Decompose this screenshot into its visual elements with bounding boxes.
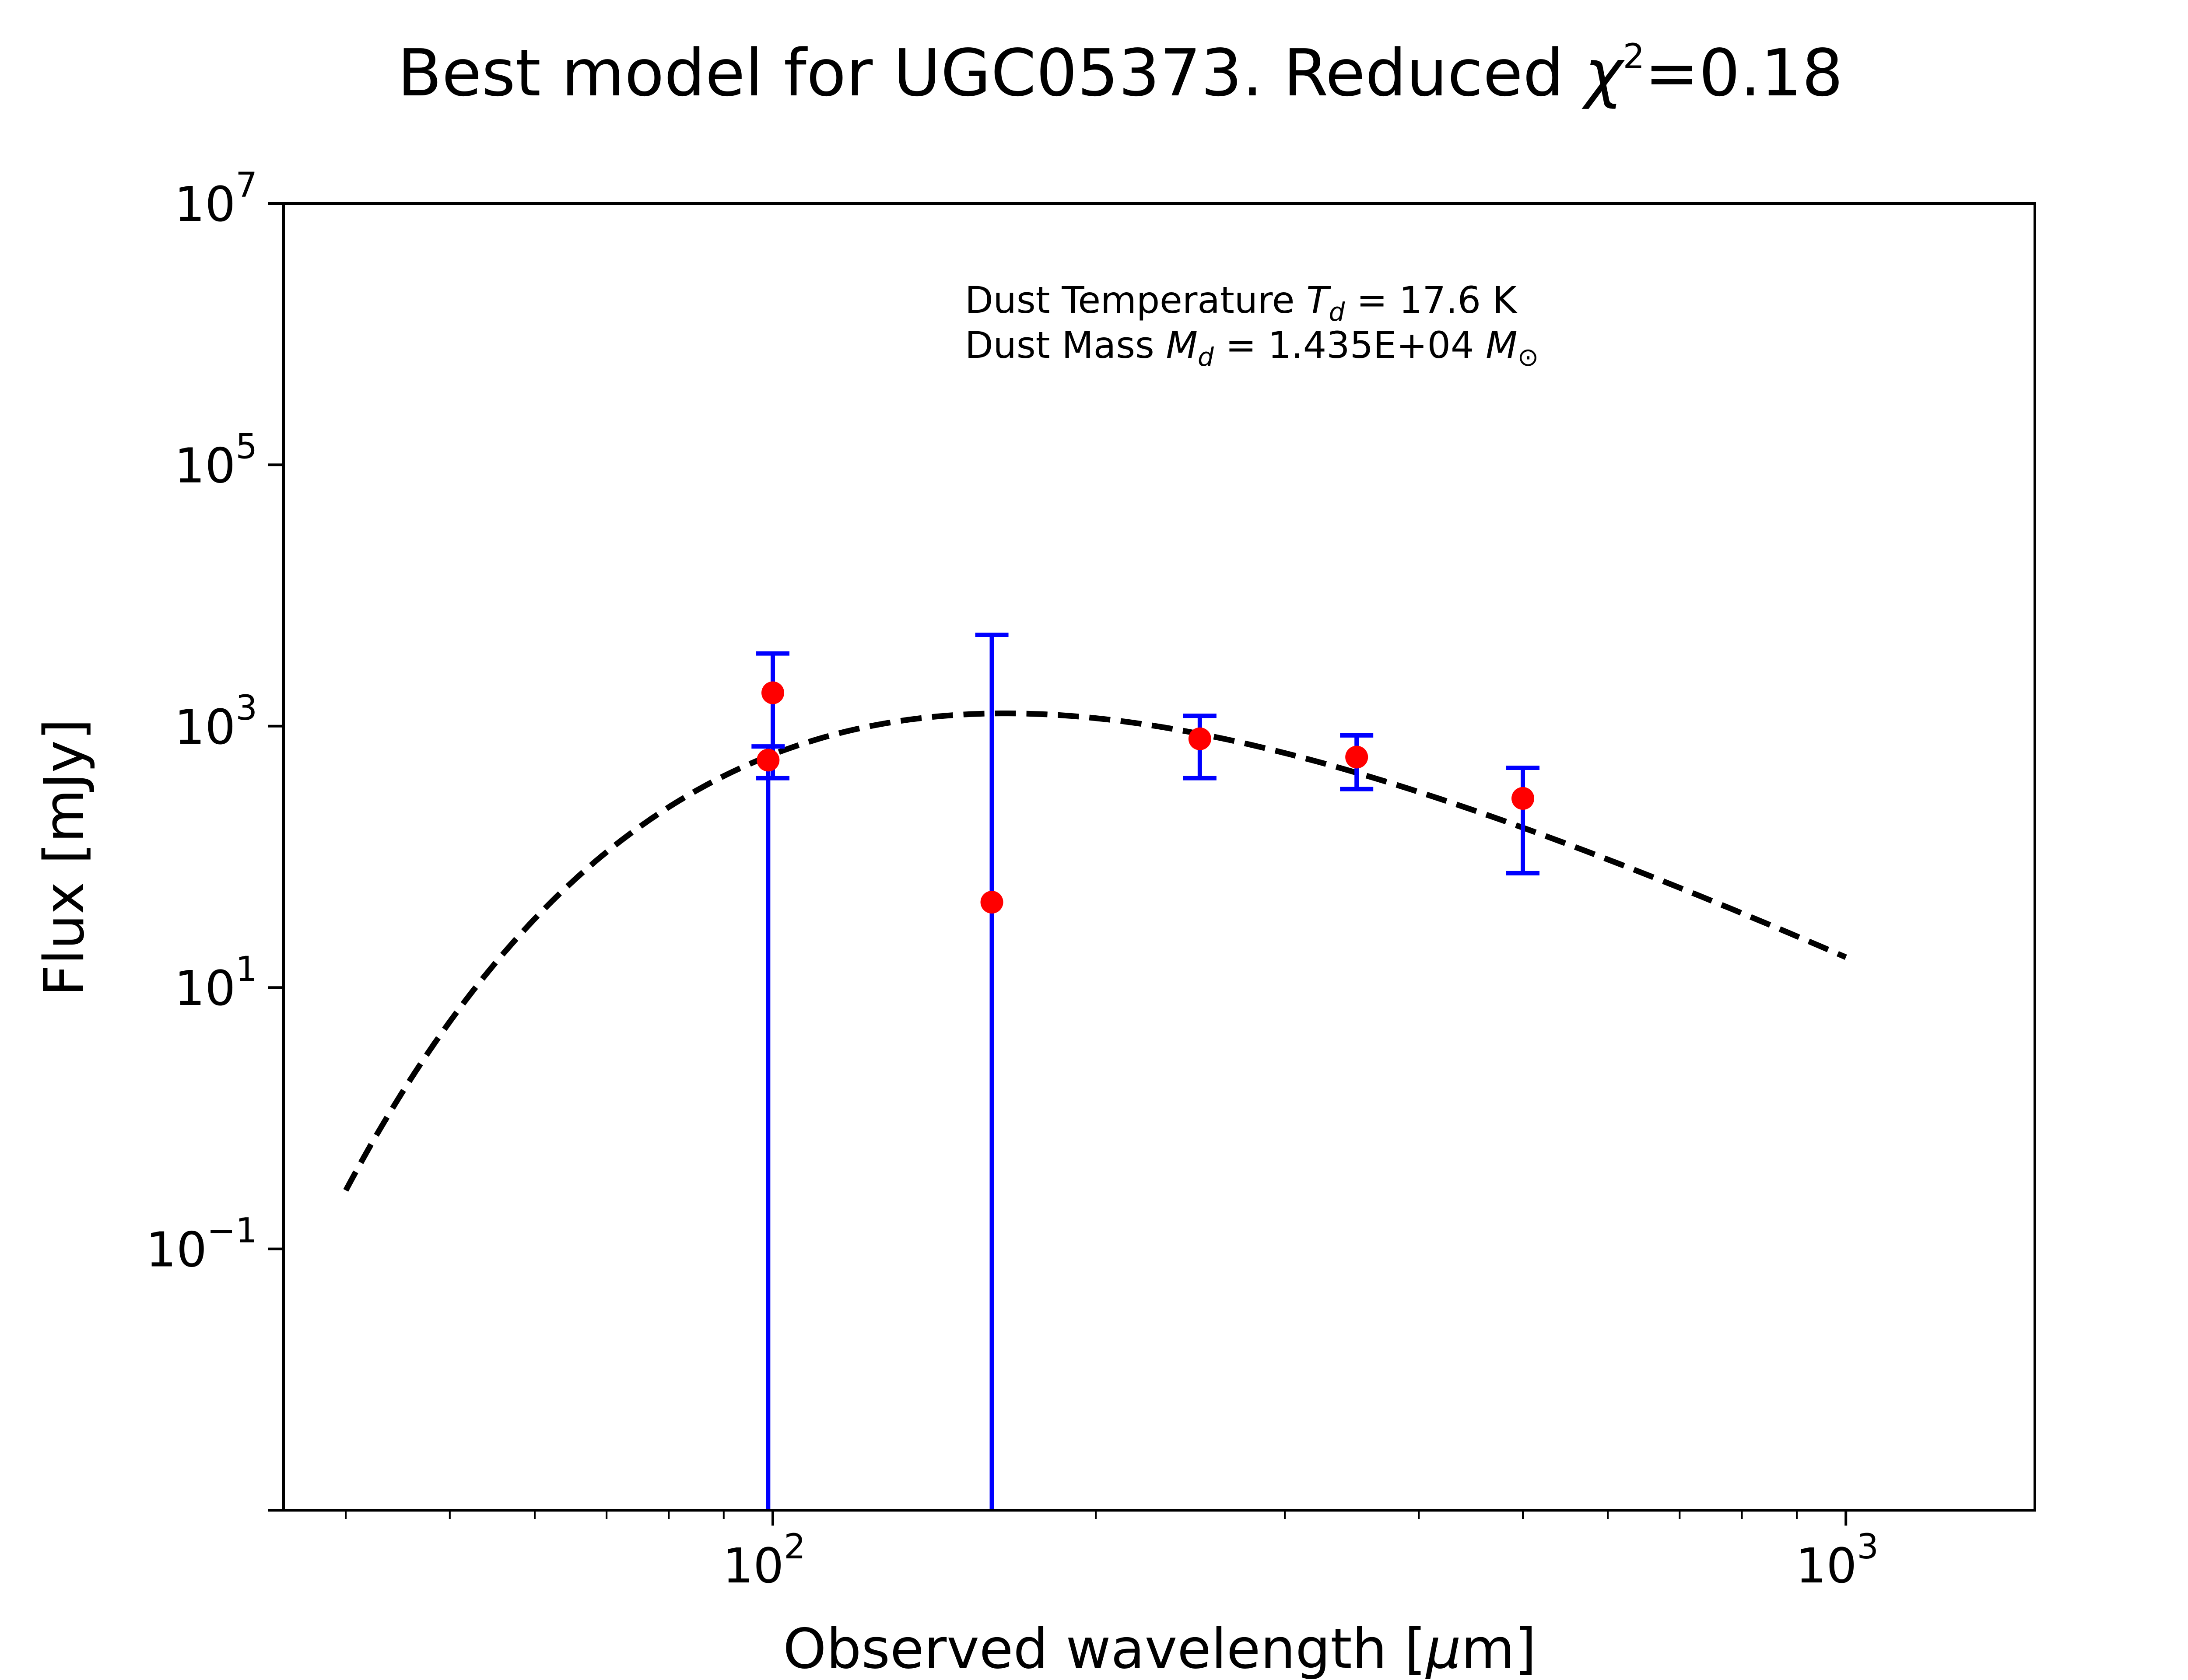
x-tick-label: 102 [722,1527,806,1594]
x-tick-label: 103 [1795,1527,1879,1594]
fit-annotation: Dust Temperature Td = 17.6 K Dust Mass M… [965,279,1539,372]
annotation-temperature: Dust Temperature Td = 17.6 K [965,279,1518,327]
y-tick-label: 107 [174,166,257,232]
y-tick-label: 105 [174,427,257,494]
data-series [343,633,1847,1510]
y-tick-label: 101 [174,950,257,1016]
y-axis-label: Flux [mJy] [32,719,96,997]
model-point-marker [757,749,780,772]
annotation-mass: Dust Mass Md = 1.435E+04 M⊙ [965,324,1539,372]
y-tick-label: 10−1 [146,1211,257,1278]
observed-point-marker [1345,746,1368,769]
chart-title: Best model for UGC05373. Reduced χ2=0.18 [397,35,1843,111]
x-axis-label: Observed wavelength [μm] [783,1617,1536,1680]
observed-point-marker [1188,727,1211,750]
axis-ticks [268,202,1848,1526]
model-curve [343,710,1847,1192]
y-tick-labels: 107 105 103 101 10−1 [146,166,257,1278]
observed-point-marker [761,681,785,704]
observed-point-marker [1511,787,1535,810]
plot-frame [282,202,2036,1512]
observed-point-marker [980,891,1003,914]
x-tick-labels: 102 103 [722,1527,1879,1594]
y-tick-label: 103 [174,689,257,755]
